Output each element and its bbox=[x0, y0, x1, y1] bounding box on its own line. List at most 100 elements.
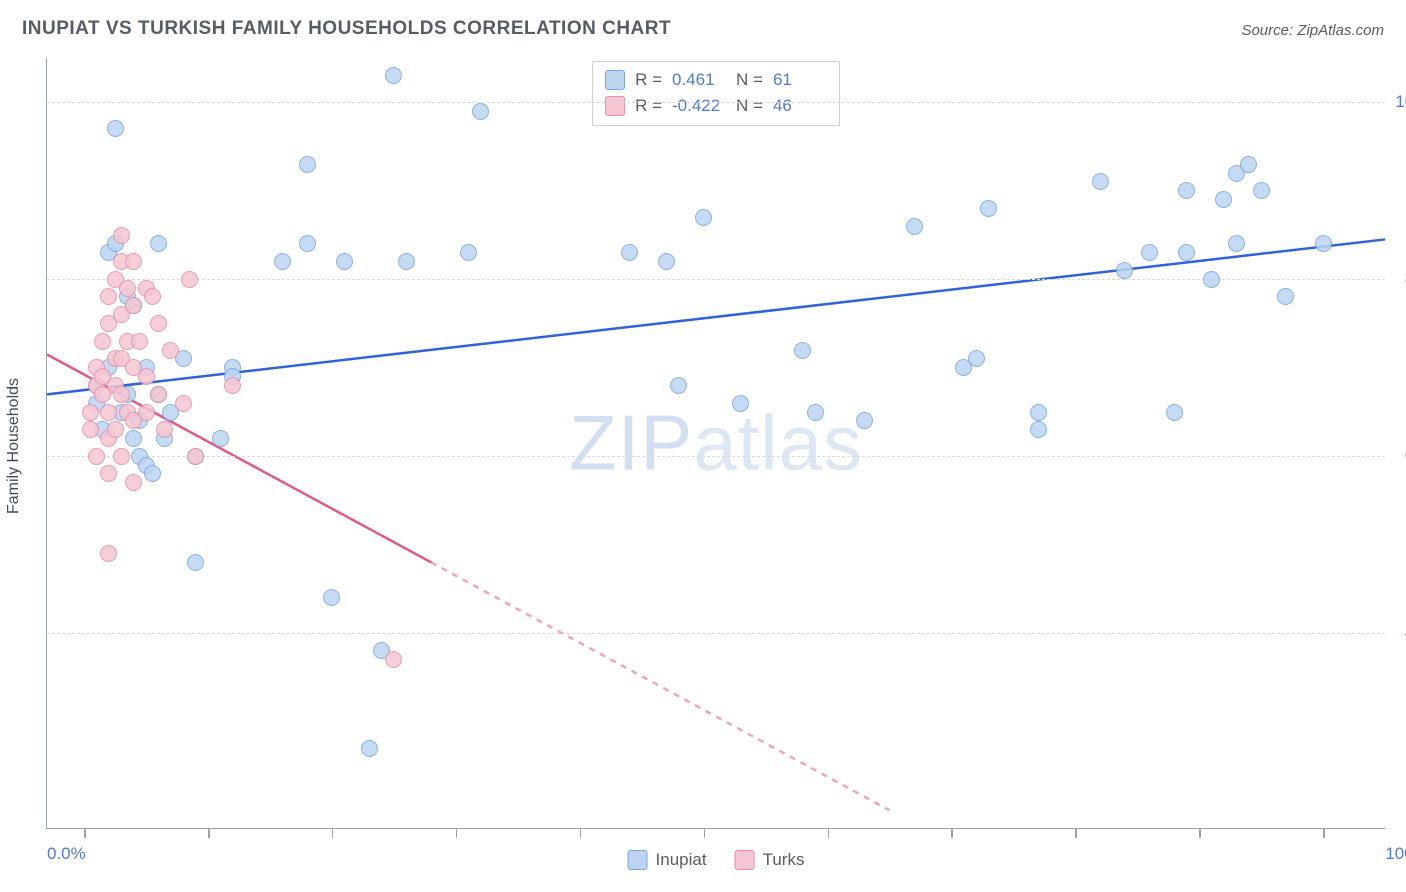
scatter-plot-area: ZIPatlas R =0.461N =61R =-0.422N =46 0.0… bbox=[46, 58, 1385, 829]
scatter-point bbox=[980, 200, 997, 217]
scatter-point bbox=[1277, 288, 1294, 305]
scatter-point bbox=[119, 280, 136, 297]
scatter-point bbox=[1178, 182, 1195, 199]
x-axis-tick bbox=[84, 828, 86, 838]
x-axis-label-min: 0.0% bbox=[47, 844, 86, 864]
scatter-point bbox=[906, 218, 923, 235]
scatter-point bbox=[385, 67, 402, 84]
grid-line bbox=[47, 633, 1385, 634]
y-axis-tick-label: 100.0% bbox=[1395, 92, 1406, 112]
scatter-point bbox=[1240, 156, 1257, 173]
scatter-point bbox=[113, 386, 130, 403]
scatter-point bbox=[82, 421, 99, 438]
scatter-point bbox=[299, 235, 316, 252]
y-axis-title: Family Households bbox=[5, 378, 23, 514]
scatter-point bbox=[125, 297, 142, 314]
scatter-point bbox=[794, 342, 811, 359]
scatter-point bbox=[807, 404, 824, 421]
legend-item: Inupiat bbox=[628, 850, 707, 870]
n-label: N = bbox=[736, 67, 763, 93]
x-axis-tick bbox=[208, 828, 210, 838]
scatter-point bbox=[621, 244, 638, 261]
scatter-point bbox=[150, 235, 167, 252]
scatter-point bbox=[138, 368, 155, 385]
scatter-point bbox=[144, 288, 161, 305]
scatter-point bbox=[1203, 271, 1220, 288]
scatter-point bbox=[125, 474, 142, 491]
scatter-point bbox=[107, 120, 124, 137]
scatter-point bbox=[131, 333, 148, 350]
scatter-point bbox=[94, 333, 111, 350]
series-legend: Inupiat Turks bbox=[628, 850, 805, 870]
scatter-point bbox=[100, 404, 117, 421]
trend-line bbox=[431, 562, 889, 810]
x-axis-tick bbox=[951, 828, 953, 838]
scatter-point bbox=[361, 740, 378, 757]
n-label: N = bbox=[736, 93, 763, 119]
scatter-point bbox=[323, 589, 340, 606]
legend-item: Turks bbox=[735, 850, 805, 870]
scatter-point bbox=[100, 545, 117, 562]
scatter-point bbox=[1092, 173, 1109, 190]
r-label: R = bbox=[635, 93, 662, 119]
scatter-point bbox=[1315, 235, 1332, 252]
grid-line bbox=[47, 279, 1385, 280]
scatter-point bbox=[460, 244, 477, 261]
scatter-point bbox=[695, 209, 712, 226]
scatter-point bbox=[187, 448, 204, 465]
scatter-point bbox=[1178, 244, 1195, 261]
scatter-point bbox=[968, 350, 985, 367]
stats-legend-row: R = 0.461 N = 61 bbox=[605, 67, 827, 93]
x-axis-tick bbox=[1323, 828, 1325, 838]
scatter-point bbox=[125, 253, 142, 270]
scatter-point bbox=[82, 404, 99, 421]
scatter-point bbox=[162, 342, 179, 359]
scatter-point bbox=[1116, 262, 1133, 279]
scatter-point bbox=[144, 465, 161, 482]
grid-line bbox=[47, 456, 1385, 457]
scatter-point bbox=[113, 448, 130, 465]
scatter-point bbox=[856, 412, 873, 429]
scatter-point bbox=[1228, 235, 1245, 252]
scatter-point bbox=[299, 156, 316, 173]
x-axis-tick bbox=[1075, 828, 1077, 838]
grid-line bbox=[47, 102, 1385, 103]
n-value: 46 bbox=[773, 93, 827, 119]
scatter-point bbox=[274, 253, 291, 270]
n-value: 61 bbox=[773, 67, 827, 93]
scatter-point bbox=[472, 103, 489, 120]
scatter-point bbox=[1215, 191, 1232, 208]
scatter-point bbox=[150, 386, 167, 403]
scatter-point bbox=[150, 315, 167, 332]
scatter-point bbox=[336, 253, 353, 270]
source-attribution: Source: ZipAtlas.com bbox=[1241, 22, 1384, 39]
scatter-point bbox=[670, 377, 687, 394]
scatter-point bbox=[1141, 244, 1158, 261]
legend-label: Inupiat bbox=[656, 850, 707, 870]
scatter-point bbox=[398, 253, 415, 270]
scatter-point bbox=[113, 227, 130, 244]
stats-legend-box: R = 0.461 N = 61 R = -0.422 N = 46 bbox=[592, 61, 840, 126]
legend-swatch bbox=[605, 70, 625, 90]
r-value: -0.422 bbox=[672, 93, 726, 119]
legend-label: Turks bbox=[763, 850, 805, 870]
scatter-point bbox=[100, 465, 117, 482]
scatter-point bbox=[107, 421, 124, 438]
scatter-point bbox=[181, 271, 198, 288]
scatter-point bbox=[175, 395, 192, 412]
scatter-point bbox=[138, 404, 155, 421]
r-value: 0.461 bbox=[672, 67, 726, 93]
scatter-point bbox=[1166, 404, 1183, 421]
x-axis-tick bbox=[332, 828, 334, 838]
scatter-point bbox=[1253, 182, 1270, 199]
scatter-point bbox=[1030, 421, 1047, 438]
x-axis-tick bbox=[580, 828, 582, 838]
r-label: R = bbox=[635, 67, 662, 93]
legend-swatch bbox=[605, 96, 625, 116]
legend-swatch bbox=[735, 850, 755, 870]
chart-title: INUPIAT VS TURKISH FAMILY HOUSEHOLDS COR… bbox=[22, 18, 671, 40]
legend-swatch bbox=[628, 850, 648, 870]
scatter-point bbox=[212, 430, 229, 447]
scatter-point bbox=[187, 554, 204, 571]
scatter-point bbox=[224, 377, 241, 394]
